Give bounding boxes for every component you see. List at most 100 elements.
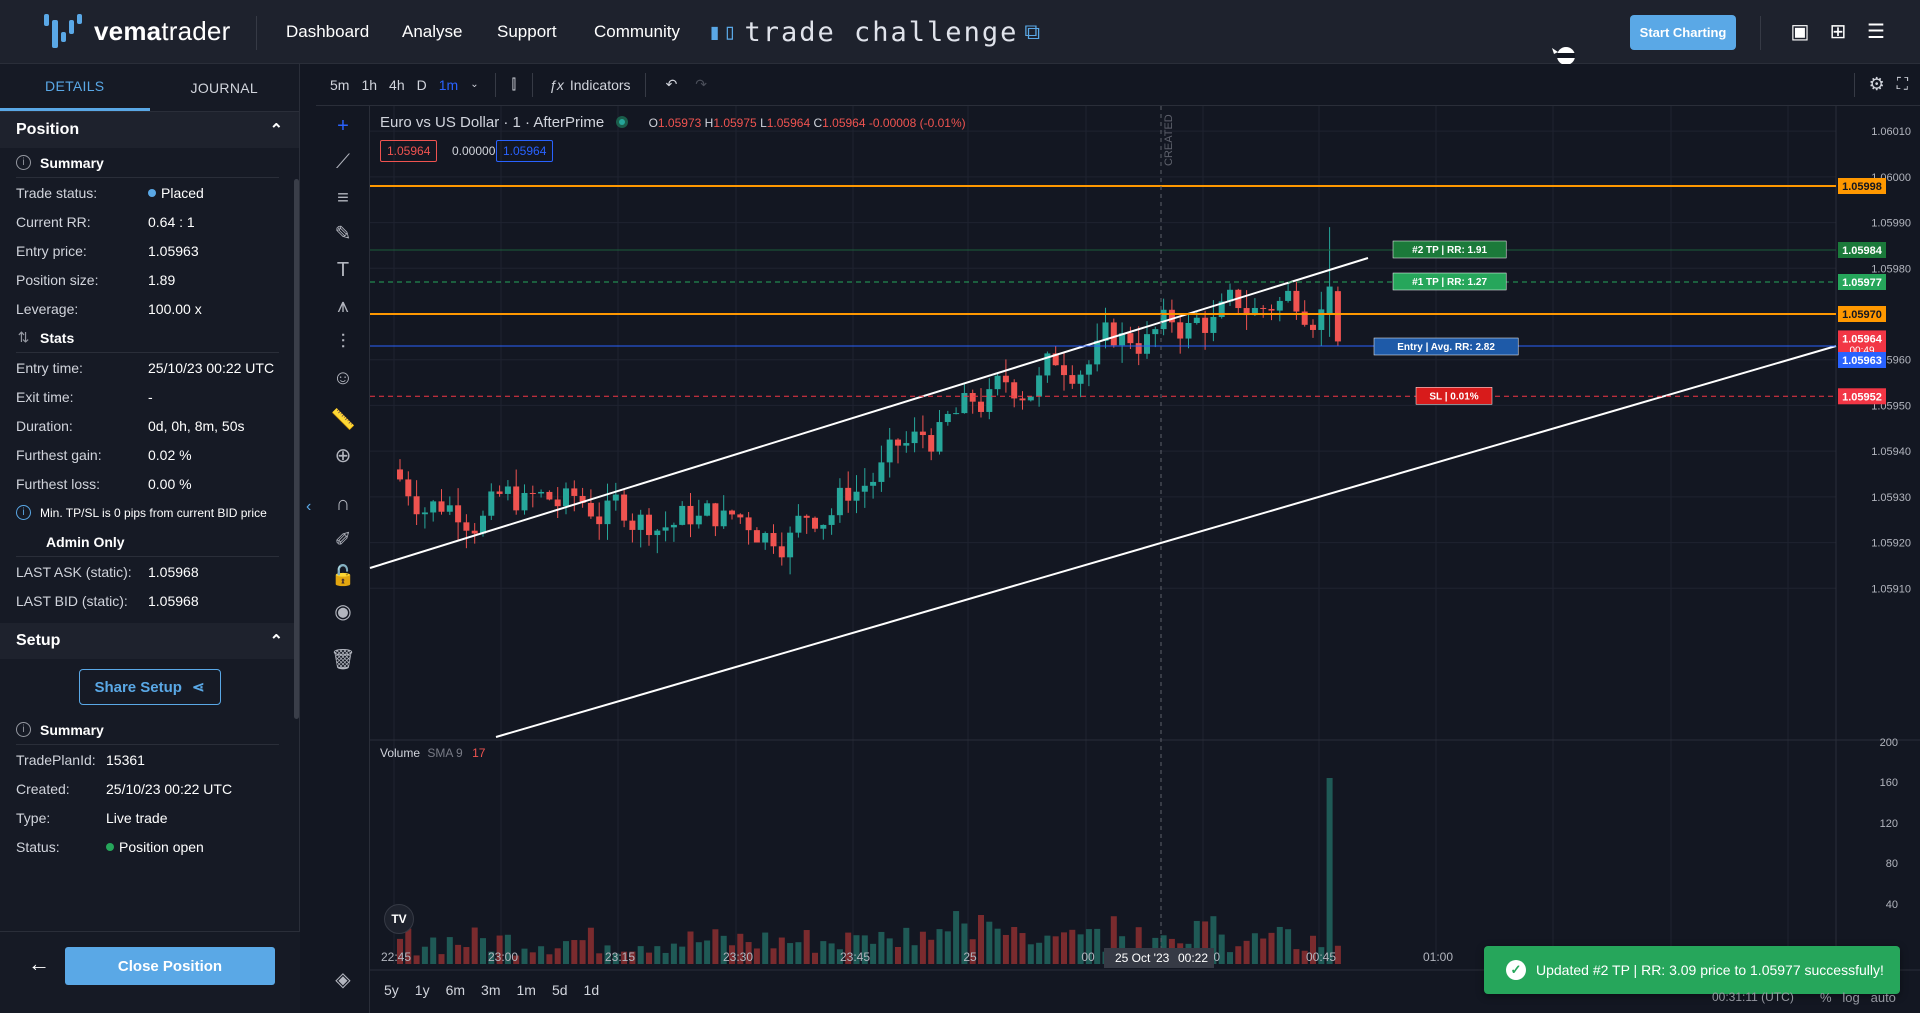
magnet-icon[interactable]: ∩	[335, 493, 351, 515]
trash-icon[interactable]: 🗑	[330, 649, 356, 671]
toast-message: Updated #2 TP | RR: 3.09 price to 1.0597…	[1536, 962, 1884, 978]
menu-icon[interactable]: ☰	[1867, 21, 1885, 43]
nav-analyse[interactable]: Analyse	[402, 22, 463, 41]
lock-drawing-icon[interactable]: ✐	[334, 529, 352, 551]
price-tick-label: 1.05910	[1871, 583, 1911, 595]
volume-bar	[1251, 933, 1258, 964]
volume-bar	[571, 940, 578, 964]
chevron-up-icon[interactable]: ⌃	[269, 122, 283, 139]
stats-title: Stats	[40, 329, 75, 346]
fullscreen-icon[interactable]: ⛶	[1896, 75, 1908, 93]
price-chart[interactable]: 1.060101.060001.059901.059801.059601.059…	[316, 64, 1920, 1013]
success-toast[interactable]: ✓ Updated #2 TP | RR: 3.09 price to 1.05…	[1484, 946, 1900, 994]
range-5y[interactable]: 5y	[384, 982, 399, 998]
range-1y[interactable]: 1y	[414, 982, 430, 998]
tf-4h[interactable]: 4h	[389, 76, 405, 93]
bid-price-box[interactable]: 1.05964	[380, 140, 438, 162]
lock-icon[interactable]: 🔓	[330, 565, 356, 587]
low-label: L	[760, 116, 767, 130]
tf-1m[interactable]: 1m	[438, 76, 459, 93]
nav-dashboard[interactable]: Dashboard	[286, 22, 370, 41]
nav-support[interactable]: Support	[497, 22, 557, 41]
zoom-in-icon[interactable]: ⊕	[334, 445, 352, 467]
volume-bar	[820, 941, 827, 964]
tf-5m[interactable]: 5m	[330, 76, 350, 93]
tf-1h[interactable]: 1h	[361, 76, 378, 93]
layers-icon[interactable]: ◈	[335, 969, 351, 991]
time-tick-label: 25	[963, 950, 977, 964]
undo-icon[interactable]: ↶	[665, 76, 678, 92]
eye-icon[interactable]: ◉	[334, 601, 352, 623]
auto-toggle[interactable]: auto	[1870, 990, 1896, 1005]
ask-price-box[interactable]: 1.05964	[496, 140, 554, 162]
candle-type-icon[interactable]: ⫿	[511, 76, 517, 92]
volume-bar	[405, 928, 412, 964]
brush-icon[interactable]: ✎	[334, 223, 352, 245]
tf-d[interactable]: D	[416, 76, 427, 93]
setup-section-header[interactable]: Setup ⌃	[0, 623, 299, 659]
share-setup-button[interactable]: Share Setup ⋖	[78, 669, 221, 705]
nav-community[interactable]: Community	[594, 22, 680, 41]
candle-body	[1193, 317, 1200, 323]
spread-box: 0.00000	[452, 144, 496, 158]
crosshair-time: 00:22	[1178, 951, 1208, 965]
emoji-icon[interactable]: ☺	[332, 367, 354, 389]
back-arrow-icon[interactable]: ←	[28, 951, 50, 976]
candle-body	[604, 500, 611, 525]
gift-icon[interactable]: ⊞	[1829, 21, 1847, 43]
candle-body	[704, 503, 711, 516]
fib-icon[interactable]: ≡	[337, 187, 349, 209]
trend-line-icon[interactable]: ⟋	[336, 151, 350, 173]
tf-dropdown-icon[interactable]: ⌄	[470, 79, 479, 90]
volume-bar	[1069, 929, 1076, 964]
crosshair-icon[interactable]: +	[337, 115, 349, 137]
volume-bar	[430, 937, 437, 964]
utc-clock[interactable]: 00:31:11 (UTC)	[1712, 990, 1794, 1004]
range-5d[interactable]: 5d	[551, 982, 568, 998]
nav-trade-challenge[interactable]: ▮▯ trade challenge ⧉	[708, 17, 1048, 48]
vematrader-logo[interactable]: vematrader	[44, 14, 230, 48]
position-section-header[interactable]: Position ⌃	[0, 112, 299, 148]
tab-details[interactable]: DETAILS	[0, 64, 150, 111]
candle-body	[886, 439, 893, 463]
fx-icon[interactable]: ƒx	[549, 76, 564, 93]
price-tick-label: 1.05940	[1871, 446, 1911, 458]
pattern-icon[interactable]: ⩚	[337, 295, 349, 317]
tradingview-logo-icon[interactable]: TV	[384, 904, 414, 934]
redo-icon[interactable]: ↷	[695, 76, 708, 92]
prediction-icon[interactable]: ⫶	[340, 331, 346, 353]
settings-gear-icon[interactable]: ⚙	[1868, 74, 1885, 94]
close-position-button[interactable]: Close Position	[65, 947, 275, 985]
volume-bar	[812, 952, 818, 964]
volume-bar	[629, 951, 636, 964]
candle-body	[563, 488, 569, 507]
range-6m[interactable]: 6m	[445, 982, 466, 998]
candle-body	[1310, 324, 1316, 330]
collapse-sidebar-icon[interactable]: ‹	[306, 498, 312, 515]
text-icon[interactable]: T	[336, 259, 350, 281]
candle-body	[504, 486, 511, 494]
candle-body	[737, 514, 744, 518]
volume-bar	[538, 946, 545, 964]
range-3m[interactable]: 3m	[481, 982, 501, 998]
tab-journal[interactable]: JOURNAL	[190, 79, 258, 96]
start-charting-button[interactable]: Start Charting	[1630, 15, 1736, 50]
log-toggle[interactable]: log	[1842, 990, 1860, 1005]
indicators-button[interactable]: Indicators	[569, 76, 631, 93]
wallet-icon[interactable]: ▣	[1790, 21, 1810, 43]
volume-bar	[446, 937, 453, 964]
candle-body	[911, 431, 918, 444]
symbol-title[interactable]: Euro vs US Dollar · 1 · AfterPrime	[380, 114, 605, 131]
setup-row: Type: Live trade	[0, 803, 299, 832]
candle-body	[488, 491, 495, 516]
candle-body	[695, 515, 702, 525]
time-tick-label: 00	[1081, 950, 1095, 964]
stats-row: Exit time: -	[0, 382, 299, 411]
range-1d[interactable]: 1d	[583, 982, 600, 998]
check-icon: ✓	[1506, 960, 1526, 980]
chevron-up-icon[interactable]: ⌃	[269, 633, 283, 650]
ruler-icon[interactable]: 📏	[330, 409, 356, 431]
percent-toggle[interactable]: %	[1820, 990, 1832, 1005]
sidebar-scrollbar[interactable]	[294, 179, 299, 719]
range-1m[interactable]: 1m	[516, 982, 536, 998]
